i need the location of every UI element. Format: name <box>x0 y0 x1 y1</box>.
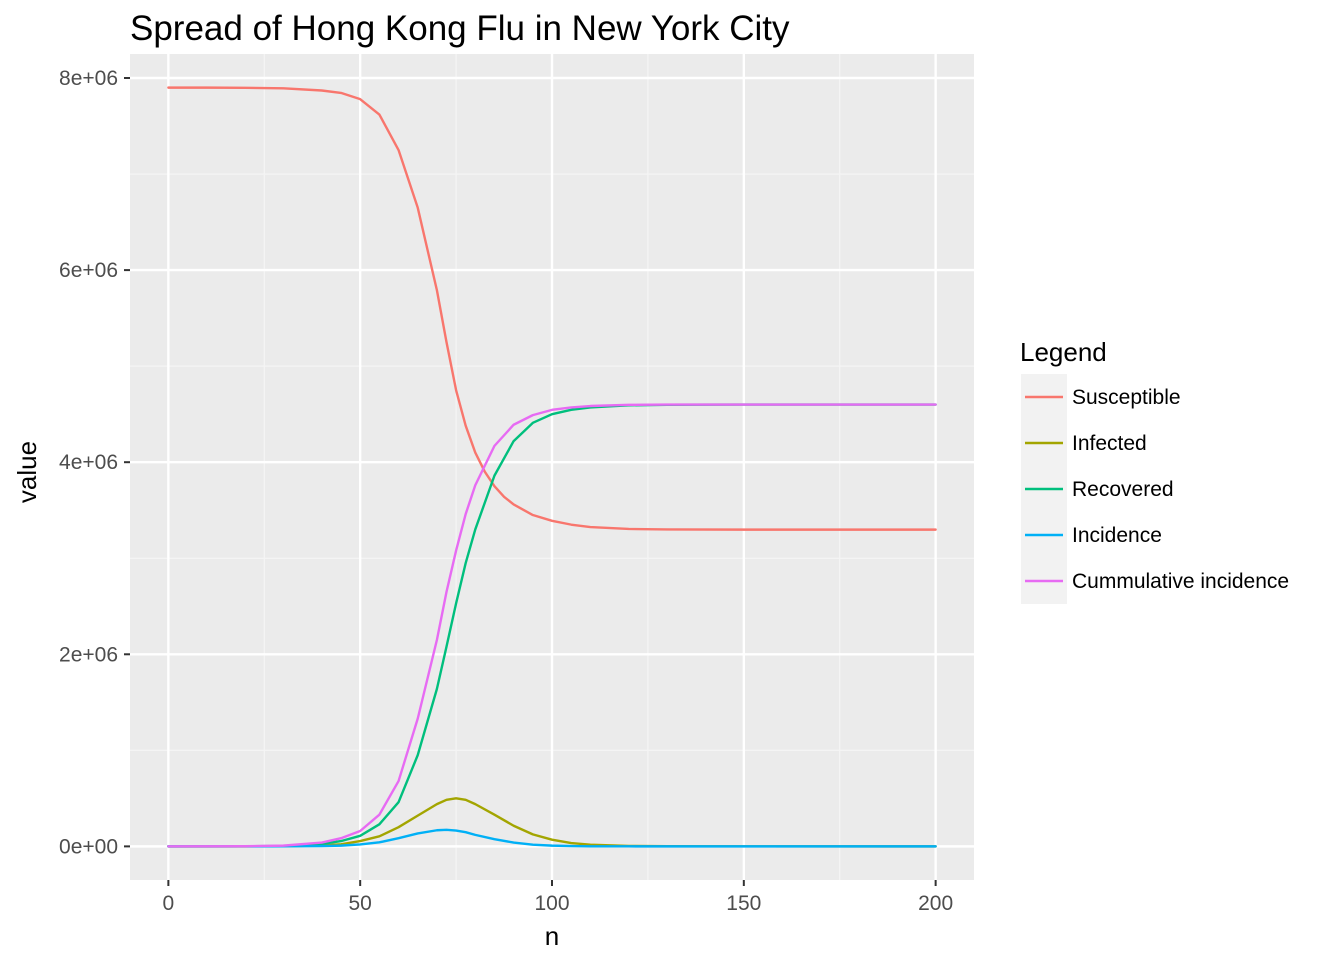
y-tick-label: 0e+00 <box>59 835 118 858</box>
series-line-infected <box>167 797 937 848</box>
x-tick-label: 200 <box>918 892 953 915</box>
legend-label: Incidence <box>1072 524 1162 547</box>
y-tick-label: 6e+06 <box>59 259 118 282</box>
legend: Legend Susceptible Infected Recovered Incid… <box>1020 337 1289 604</box>
x-tick-label: 0 <box>163 892 175 915</box>
y-axis-title: value <box>12 441 42 503</box>
legend-label: Cummulative incidence <box>1072 570 1289 593</box>
y-tick-label: 2e+06 <box>59 643 118 666</box>
x-tick-label: 100 <box>534 892 569 915</box>
chart-title: Spread of Hong Kong Flu in New York City <box>130 9 790 48</box>
legend-title: Legend <box>1020 337 1107 367</box>
series-line-susceptible <box>167 86 937 531</box>
y-tick-label: 8e+06 <box>59 67 118 90</box>
series-lines <box>167 86 937 848</box>
x-axis-title: n <box>545 921 559 951</box>
legend-label: Recovered <box>1072 478 1174 501</box>
x-axis: 0 50 100 150 200 <box>163 880 953 915</box>
series-line-recovered <box>167 403 937 848</box>
legend-label: Susceptible <box>1072 386 1181 409</box>
x-tick-label: 50 <box>349 892 372 915</box>
x-tick-label: 150 <box>726 892 761 915</box>
series-line-cummulative-incidence <box>167 403 937 848</box>
y-axis: 0e+00 2e+06 4e+06 6e+06 8e+06 <box>59 67 130 858</box>
legend-items: Susceptible Infected Recovered Incidence Cum… <box>1021 374 1289 604</box>
legend-label: Infected <box>1072 432 1147 455</box>
series-line-incidence <box>167 828 937 848</box>
y-tick-label: 4e+06 <box>59 451 118 474</box>
